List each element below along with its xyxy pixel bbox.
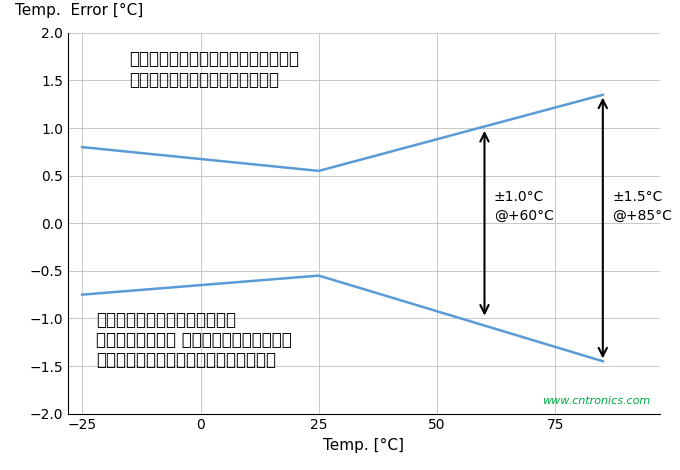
Text: Temp.  Error [°C]: Temp. Error [°C] xyxy=(15,3,143,18)
Text: そのコストパフォーマンスは極めて高い: そのコストパフォーマンスは極めて高い xyxy=(97,351,276,369)
Text: 一般的な許容差のサーミスタと: 一般的な許容差のサーミスタと xyxy=(97,311,237,329)
Text: @+85°C: @+85°C xyxy=(612,209,672,223)
Text: @+60°C: @+60°C xyxy=(494,209,554,223)
Text: 充分な温度測定精度が期待できる: 充分な温度測定精度が期待できる xyxy=(129,71,279,89)
X-axis label: Temp. [°C]: Temp. [°C] xyxy=(323,438,405,453)
Text: www.cntronics.com: www.cntronics.com xyxy=(543,396,651,406)
Text: 抗抗器とを用いた シンプルな回路であり、: 抗抗器とを用いた シンプルな回路であり、 xyxy=(97,331,292,349)
Text: 電子機器内部の温度を監視するには、: 電子機器内部の温度を監視するには、 xyxy=(129,50,299,68)
Text: ±1.5°C: ±1.5°C xyxy=(612,189,662,204)
Text: ±1.0°C: ±1.0°C xyxy=(494,189,544,204)
